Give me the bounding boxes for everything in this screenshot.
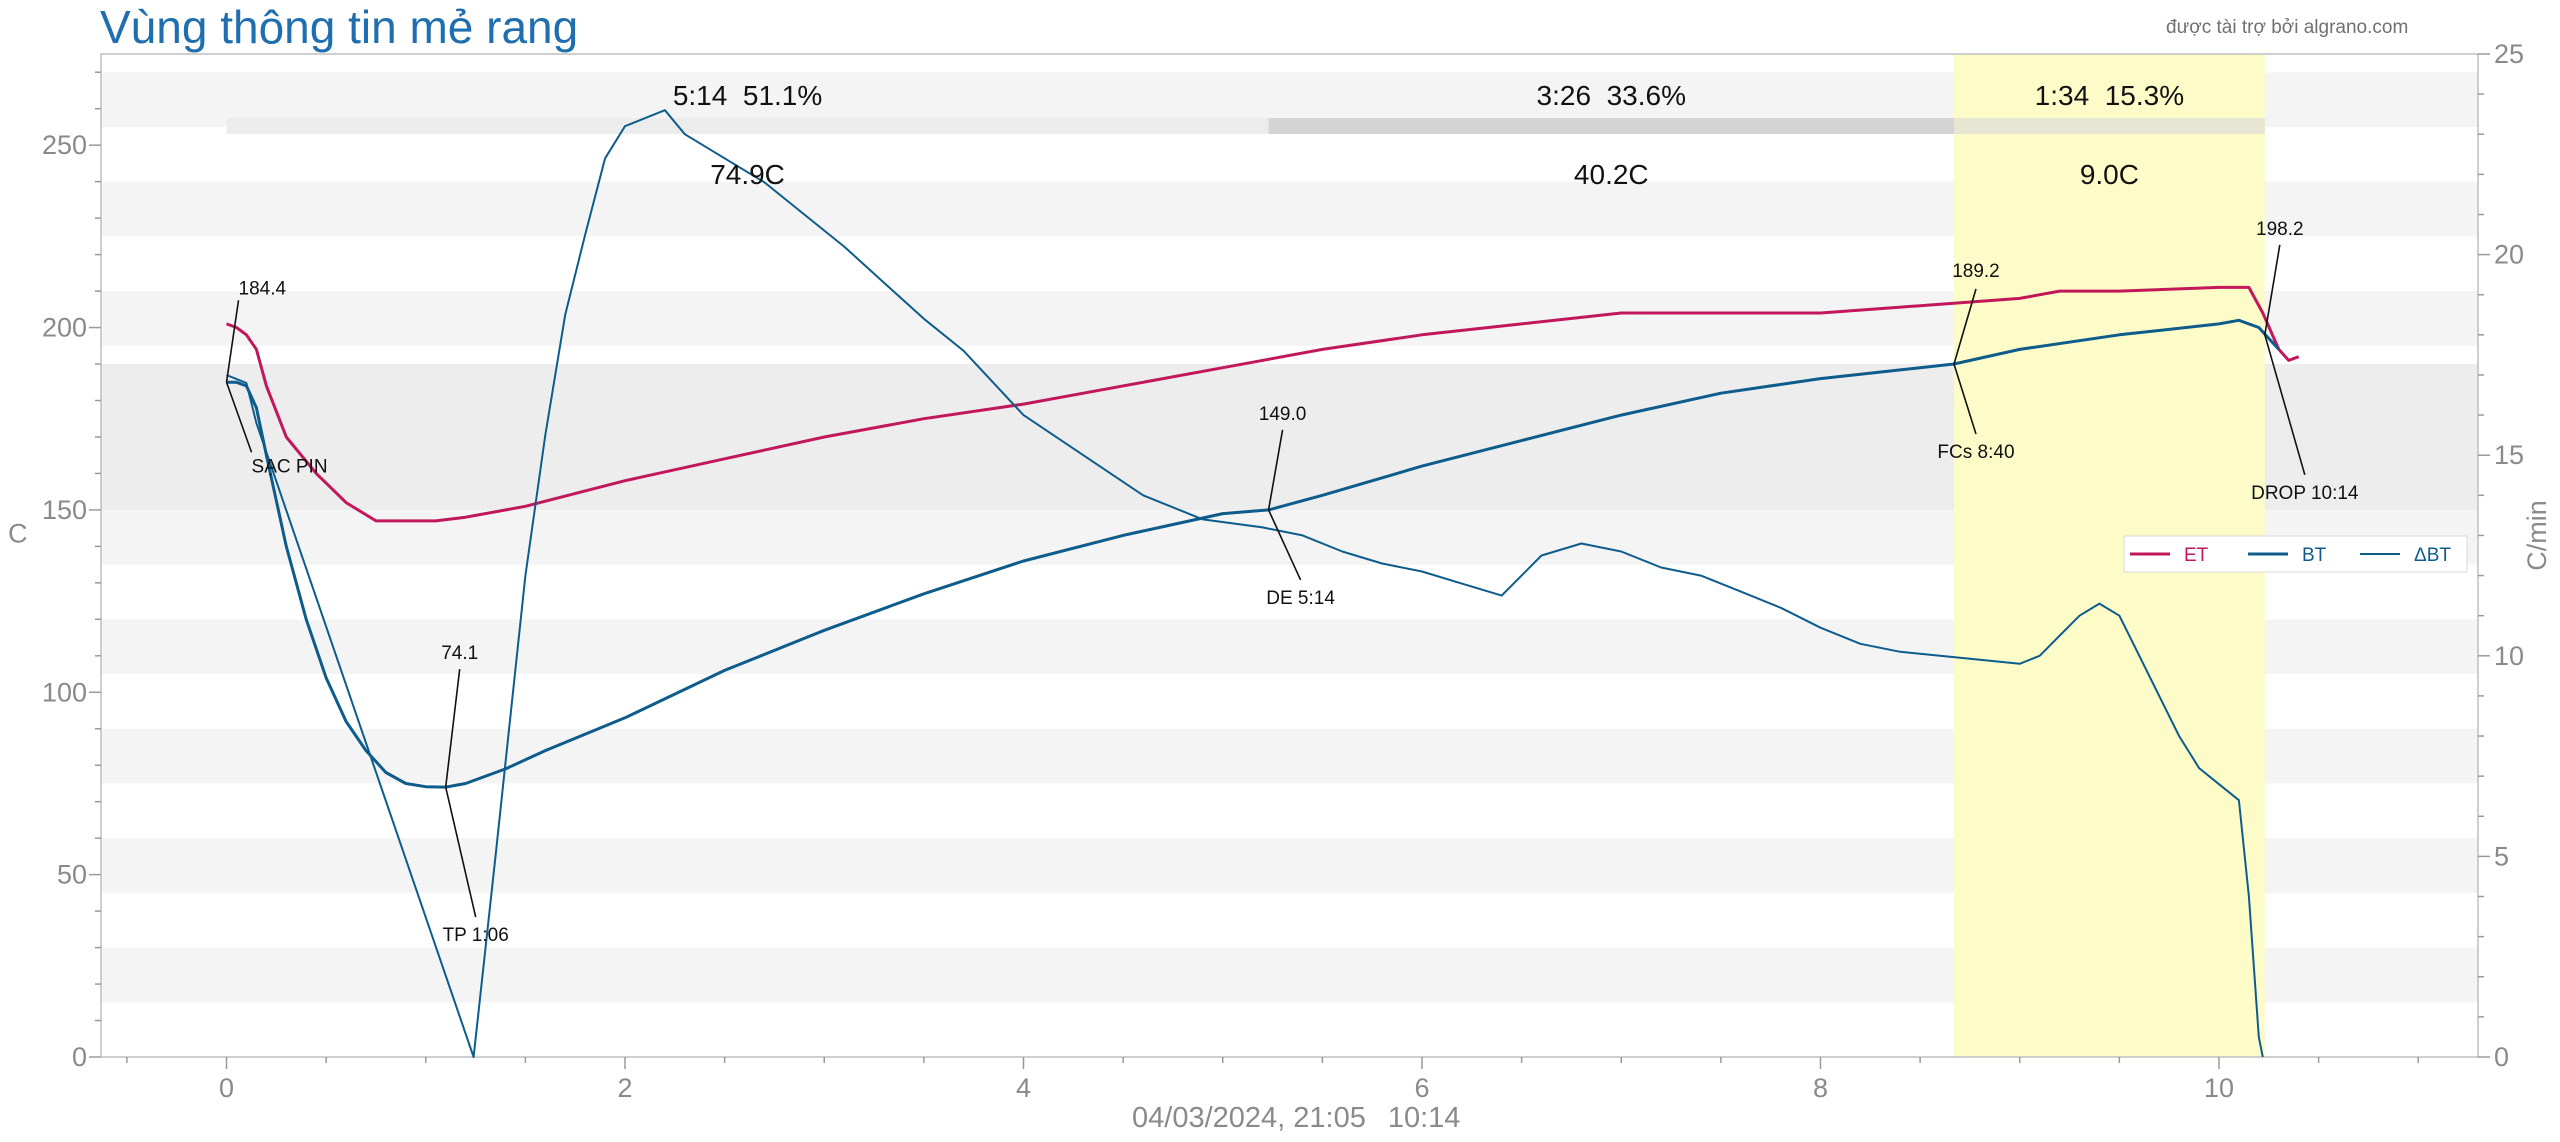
y-tick-label: 200 (42, 313, 87, 343)
x-tick-label: 2 (618, 1073, 633, 1103)
phase-delta: 74.9C (710, 159, 785, 190)
y-tick-label: 150 (42, 495, 87, 525)
x-tick-label: 8 (1813, 1073, 1828, 1103)
y2-tick-label: 5 (2494, 841, 2509, 871)
x-tick-label: 0 (219, 1073, 234, 1103)
annotation-leader (2264, 244, 2281, 335)
footer: 04/03/2024, 21:05 10:14 (1132, 1102, 1482, 1135)
phase-bar (1953, 118, 2265, 134)
phase-time: 3:26 33.6% (1537, 80, 1686, 111)
y-tick-label: 100 (42, 677, 87, 707)
x-tick-label: 4 (1016, 1073, 1031, 1103)
annotation-label: TP 1:06 (443, 925, 509, 946)
annotation-label: FCs 8:40 (1937, 442, 2014, 463)
annotation-label: 198.2 (2256, 219, 2304, 240)
sponsor-text: được tài trợ bởi algrano.com (2166, 17, 2409, 38)
series-lines (225, 109, 2300, 1058)
y2-axis-label: C/min (2522, 500, 2552, 571)
phase-bars (226, 118, 2265, 134)
event-annotations: 184.4 SẠC PIN 74.1 TP 1:06 149.0 DE 5:14 189.2… (225, 219, 2359, 946)
chart-title: Vùng thông tin mẻ rang (100, 1, 579, 53)
phase-bar (226, 118, 1269, 134)
x-axis: 0 2 4 6 8 10 (126, 1057, 2419, 1103)
bt-line (226, 318, 2280, 789)
legend-item-bt-label: BT (2302, 545, 2327, 566)
legend-item-et-label: ET (2184, 545, 2209, 566)
phase-delta: 9.0C (2080, 159, 2139, 190)
legend-item-delta-bt-label: ΔBT (2414, 545, 2451, 566)
annotation-leader (225, 381, 253, 453)
phase-time: 5:14 51.1% (673, 80, 822, 111)
roast-datetime: 04/03/2024, 21:05 (1132, 1102, 1366, 1134)
annotation-label: 149.0 (1259, 404, 1307, 425)
bg-band (101, 54, 2478, 73)
annotation-leader (1267, 429, 1284, 511)
y2-tick-label: 20 (2494, 240, 2524, 270)
annotation-leader (2264, 334, 2306, 476)
annotation-leader (1953, 288, 1977, 365)
annotation-label: DE 5:14 (1266, 588, 1335, 609)
annotation-label: SẠC PIN (252, 456, 328, 477)
annotation-leader (444, 669, 461, 788)
y2-tick-label: 15 (2494, 440, 2524, 470)
annotation-leader (1953, 363, 1977, 435)
annotation-label: 189.2 (1952, 261, 2000, 282)
delta-bt-line (226, 109, 2264, 1058)
legend[interactable]: ET BT ΔBT (2123, 535, 2468, 573)
y2-tick-label: 25 (2494, 39, 2524, 69)
y-axis-label: C (8, 519, 28, 549)
roast-total-time: 10:14 (1387, 1102, 1461, 1134)
y-tick-label: 50 (57, 860, 87, 890)
annotation-leader (1267, 509, 1302, 581)
annotation-label: DROP 10:14 (2251, 483, 2359, 504)
phase-labels: 5:14 51.1% 74.9C 3:26 33.6% 40.2C 1:34 15.3%… (673, 80, 2184, 190)
legend-box (2123, 535, 2468, 573)
x-tick-label: 10 (2204, 1073, 2234, 1103)
plot-frame (100, 53, 2479, 1058)
y-tick-label: 0 (72, 1042, 87, 1072)
et-line (225, 285, 2300, 523)
phase-time: 1:34 15.3% (2035, 80, 2184, 111)
y-axis-left: 0 50 100 150 200 250 (42, 71, 101, 1072)
y2-tick-label: 10 (2494, 641, 2524, 671)
y2-tick-label: 0 (2494, 1042, 2509, 1072)
annotation-label: 184.4 (239, 278, 287, 299)
phase-bar (1268, 118, 1954, 134)
annotation-leader (225, 300, 240, 383)
annotation-label: 74.1 (441, 643, 478, 664)
y-axis-right: 0 5 10 15 20 25 (2478, 39, 2524, 1072)
y-tick-label: 250 (42, 130, 87, 160)
phase-delta: 40.2C (1574, 159, 1649, 190)
annotation-leader (444, 786, 477, 918)
x-tick-label: 6 (1414, 1073, 1429, 1103)
